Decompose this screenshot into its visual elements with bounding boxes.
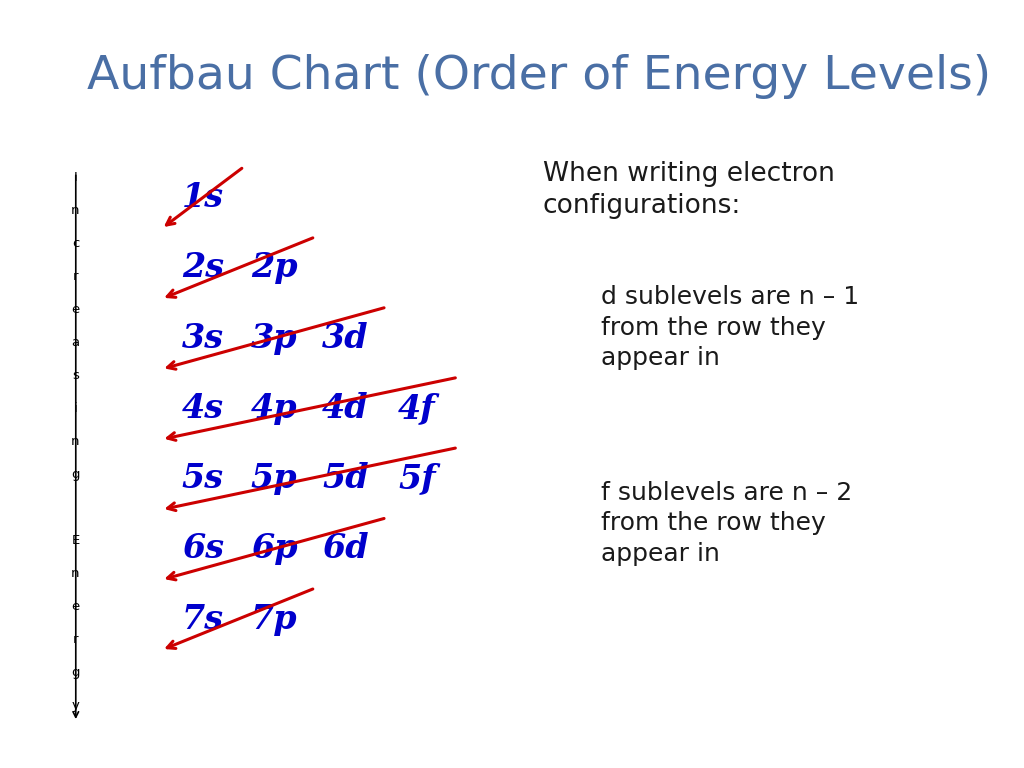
Text: I: I (74, 171, 78, 184)
Text: 3s: 3s (181, 322, 224, 355)
Text: d sublevels are n – 1
from the row they
appear in: d sublevels are n – 1 from the row they … (601, 285, 859, 370)
Text: r: r (73, 270, 78, 283)
Text: g: g (72, 468, 80, 481)
Text: e: e (72, 303, 80, 316)
Text: i: i (74, 402, 78, 415)
Text: a: a (72, 336, 80, 349)
Text: f sublevels are n – 2
from the row they
appear in: f sublevels are n – 2 from the row they … (601, 481, 852, 566)
Text: 7p: 7p (251, 603, 297, 635)
Text: n: n (72, 435, 80, 448)
Text: 5s: 5s (181, 462, 224, 495)
Text: 4d: 4d (323, 392, 369, 425)
Text: 4s: 4s (181, 392, 224, 425)
Text: c: c (72, 237, 79, 250)
Text: s: s (72, 369, 79, 382)
Text: 5p: 5p (251, 462, 297, 495)
Text: 5f: 5f (398, 462, 435, 495)
Text: 6p: 6p (251, 532, 297, 565)
Text: r: r (73, 633, 78, 646)
Text: 5d: 5d (323, 462, 369, 495)
Text: 3p: 3p (251, 322, 297, 355)
Text: 3d: 3d (323, 322, 369, 355)
Text: g: g (72, 666, 80, 679)
Text: e: e (72, 600, 80, 613)
Text: When writing electron
configurations:: When writing electron configurations: (543, 161, 835, 220)
Text: 6s: 6s (181, 532, 224, 565)
Text: 6d: 6d (323, 532, 369, 565)
Text: Aufbau Chart (Order of Energy Levels): Aufbau Chart (Order of Energy Levels) (87, 54, 991, 99)
Text: E: E (72, 534, 80, 547)
Text: 4f: 4f (398, 392, 435, 425)
Text: n: n (72, 204, 80, 217)
Text: 4p: 4p (251, 392, 297, 425)
Text: y: y (72, 699, 80, 712)
Text: 7s: 7s (181, 603, 224, 635)
Text: 1s: 1s (181, 181, 224, 214)
Text: n: n (72, 567, 80, 580)
Text: 2s: 2s (181, 251, 224, 284)
Text: 2p: 2p (251, 251, 297, 284)
